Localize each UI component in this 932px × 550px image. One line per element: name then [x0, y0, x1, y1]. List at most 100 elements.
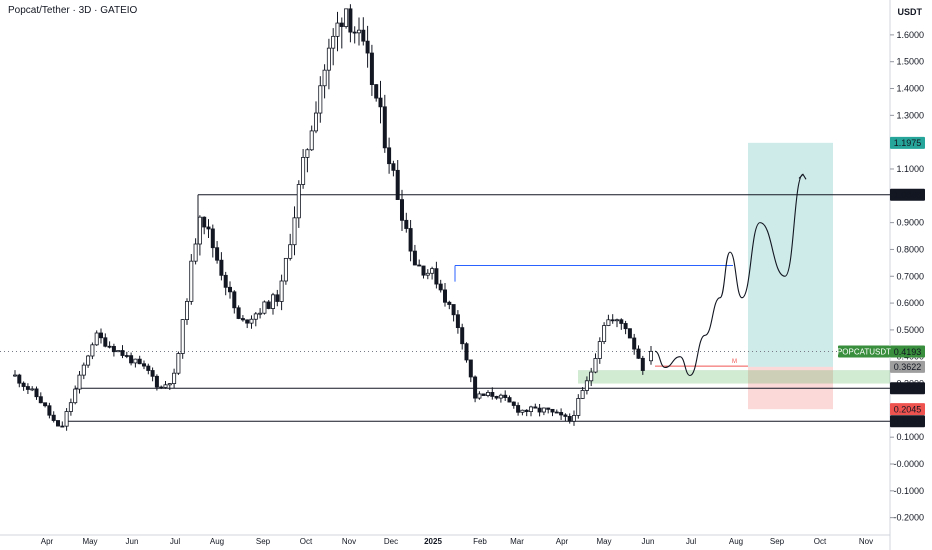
candle-body — [305, 149, 310, 158]
candle-body — [236, 307, 241, 319]
candle-body — [77, 374, 82, 390]
candle-body — [116, 350, 121, 353]
candle-body — [227, 286, 232, 293]
candle-body — [533, 406, 538, 409]
candle-body — [120, 350, 125, 356]
candle-body — [602, 325, 607, 343]
candle-body — [339, 22, 344, 27]
candle-body — [447, 301, 452, 305]
price-label-box — [890, 136, 925, 149]
candle-body — [64, 411, 69, 427]
candle-body — [619, 319, 624, 324]
candle-body — [597, 341, 602, 359]
candle-body — [17, 374, 22, 384]
candle-body — [30, 388, 35, 391]
candle-body — [572, 415, 577, 422]
x-tick-label: Aug — [729, 537, 743, 546]
candle-body — [473, 376, 478, 399]
price-label-text: 0.2045 — [894, 404, 922, 414]
candle-body — [382, 106, 387, 149]
candle-body — [245, 319, 250, 324]
candle-body — [610, 319, 615, 322]
candle-body — [374, 84, 379, 99]
candle-body — [129, 355, 134, 364]
candle-body — [468, 359, 473, 378]
candle-body — [258, 312, 263, 315]
candle-body — [344, 8, 349, 27]
x-tick-label: Jul — [686, 537, 696, 546]
candle-body — [146, 365, 151, 371]
candle-body — [240, 318, 245, 321]
target-profit-zone — [748, 142, 833, 367]
price-label-text: 1.0040 — [894, 190, 922, 200]
candle-body — [593, 358, 598, 373]
y-tick-label: 1.5000 — [896, 57, 924, 67]
candle-body — [408, 228, 413, 252]
candle-body — [51, 414, 56, 421]
candle-body — [184, 301, 189, 320]
candle-body — [206, 226, 211, 230]
price-unit-label: USDT — [897, 7, 923, 17]
y-tick-label: -0.0000 — [893, 459, 924, 469]
candle-body — [399, 199, 404, 221]
candle-body — [60, 425, 65, 428]
candle-body — [356, 29, 361, 34]
candle-body — [395, 169, 400, 200]
x-tick-label: May — [82, 537, 97, 546]
candle-body — [606, 319, 611, 326]
symbol-label-box — [838, 345, 890, 358]
candle-body — [322, 69, 327, 87]
entry-marker: M — [732, 359, 737, 365]
candle-body — [507, 397, 512, 403]
candle-body — [313, 112, 318, 132]
candle-body — [348, 8, 353, 33]
candle-body — [94, 332, 99, 346]
x-tick-label: Dec — [384, 537, 398, 546]
x-tick-label: Nov — [342, 537, 356, 546]
candle-body — [81, 364, 86, 376]
candle-body — [141, 363, 146, 367]
candle-body — [176, 353, 181, 374]
candle-body — [163, 384, 168, 388]
candle-body — [404, 219, 409, 229]
candle-body — [546, 407, 551, 410]
candle-body — [632, 337, 637, 350]
candle-body — [34, 388, 39, 398]
candle-body — [352, 31, 357, 34]
y-tick-label: 1.1000 — [896, 164, 924, 174]
candle-body — [56, 420, 61, 427]
candle-body — [365, 40, 370, 54]
y-tick-label: 0.1000 — [896, 432, 924, 442]
y-tick-label: -0.2000 — [893, 513, 924, 523]
candle-body — [640, 357, 645, 371]
price-label-box — [890, 188, 925, 201]
candle-body — [103, 337, 108, 347]
demand-zone — [578, 370, 890, 384]
candle-body — [589, 371, 594, 382]
candle-body — [481, 393, 486, 396]
candle-body — [189, 260, 194, 302]
candle-body — [197, 216, 202, 245]
candle-body — [438, 283, 443, 291]
price-label-text: 0.1595 — [894, 417, 922, 427]
candle-body — [180, 319, 185, 354]
candle-body — [133, 358, 138, 364]
y-tick-label: 0.9000 — [896, 218, 924, 228]
y-tick-label: 0.8000 — [896, 244, 924, 254]
candle-body — [464, 343, 469, 361]
price-label-text: 1.1975 — [894, 138, 922, 148]
candle-body — [172, 372, 177, 384]
price-label-box — [890, 415, 925, 428]
candle-body — [47, 405, 52, 416]
candle-body — [524, 409, 529, 413]
y-tick-label: 0.5000 — [896, 325, 924, 335]
x-tick-label: Oct — [814, 537, 827, 546]
y-tick-label: 1.6000 — [896, 30, 924, 40]
candle-body — [387, 147, 392, 165]
candle-body — [25, 386, 30, 390]
projected-price-path — [654, 173, 804, 377]
x-tick-label: Apr — [556, 537, 569, 546]
candle-body — [154, 375, 159, 388]
candle-body — [417, 264, 422, 267]
